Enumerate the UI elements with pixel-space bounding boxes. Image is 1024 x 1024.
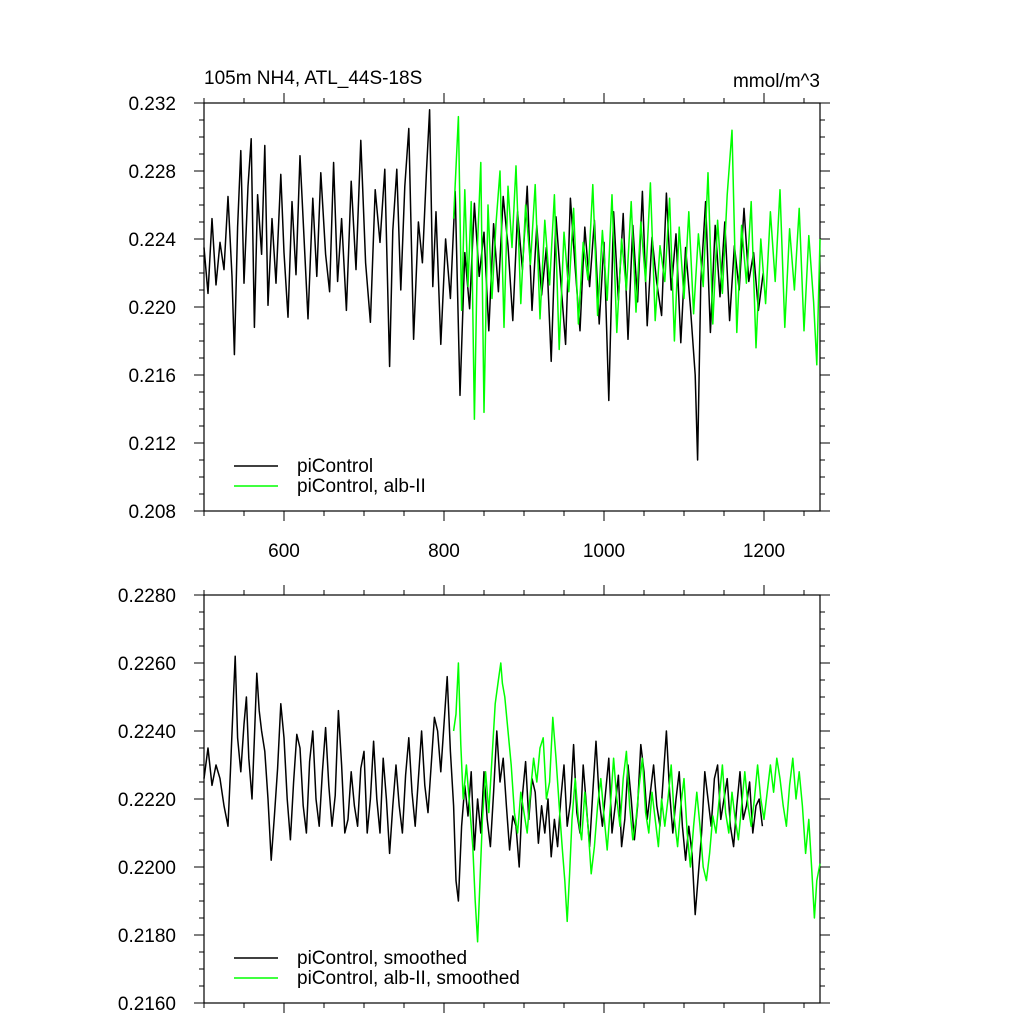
legend-label: piControl (297, 456, 373, 477)
legend-label: piControl, alb-II (297, 476, 426, 497)
y-tick-label: 0.2160 (118, 994, 176, 1015)
y-tick-label: 0.2220 (118, 790, 176, 811)
series-line-picontrol (203, 655, 764, 916)
legend-label: piControl, smoothed (297, 948, 467, 969)
x-tick-label: 1000 (583, 541, 625, 562)
units-label: mmol/m^3 (733, 71, 820, 92)
y-tick-label: 0.2280 (118, 586, 176, 607)
y-tick-label: 0.208 (128, 502, 176, 523)
y-tick-label: 0.220 (128, 298, 176, 319)
y-tick-label: 0.212 (128, 434, 176, 455)
bottom-panel: 0.2160 0.2180 0.2200 0.2220 0.2240 0.2260 0.22… (118, 585, 830, 1015)
legend-label: piControl, alb-II, smoothed (297, 968, 520, 989)
series-line-picontrol (203, 109, 764, 461)
y-tick-label: 0.2240 (118, 722, 176, 743)
y-tick-label: 0.224 (128, 230, 176, 251)
y-tick-label: 0.2180 (118, 926, 176, 947)
x-tick-label: 600 (268, 541, 300, 562)
y-tick-label: 0.232 (128, 94, 176, 115)
y-tick-label: 0.2200 (118, 858, 176, 879)
y-tick-label: 0.228 (128, 162, 176, 183)
chart-title: 105m NH4, ATL_44S-18S (204, 68, 422, 89)
series-line-picontrol-alb-ii (452, 115, 821, 420)
top-panel: 0.208 0.212 0.216 0.220 0.224 0.228 0.232 600 80… (128, 93, 830, 562)
y-tick-label: 0.2260 (118, 654, 176, 675)
y-tick-label: 0.216 (128, 366, 176, 387)
series-line-picontrol-alb-ii (452, 662, 821, 943)
x-tick-label: 1200 (743, 541, 785, 562)
x-tick-label: 800 (428, 541, 460, 562)
